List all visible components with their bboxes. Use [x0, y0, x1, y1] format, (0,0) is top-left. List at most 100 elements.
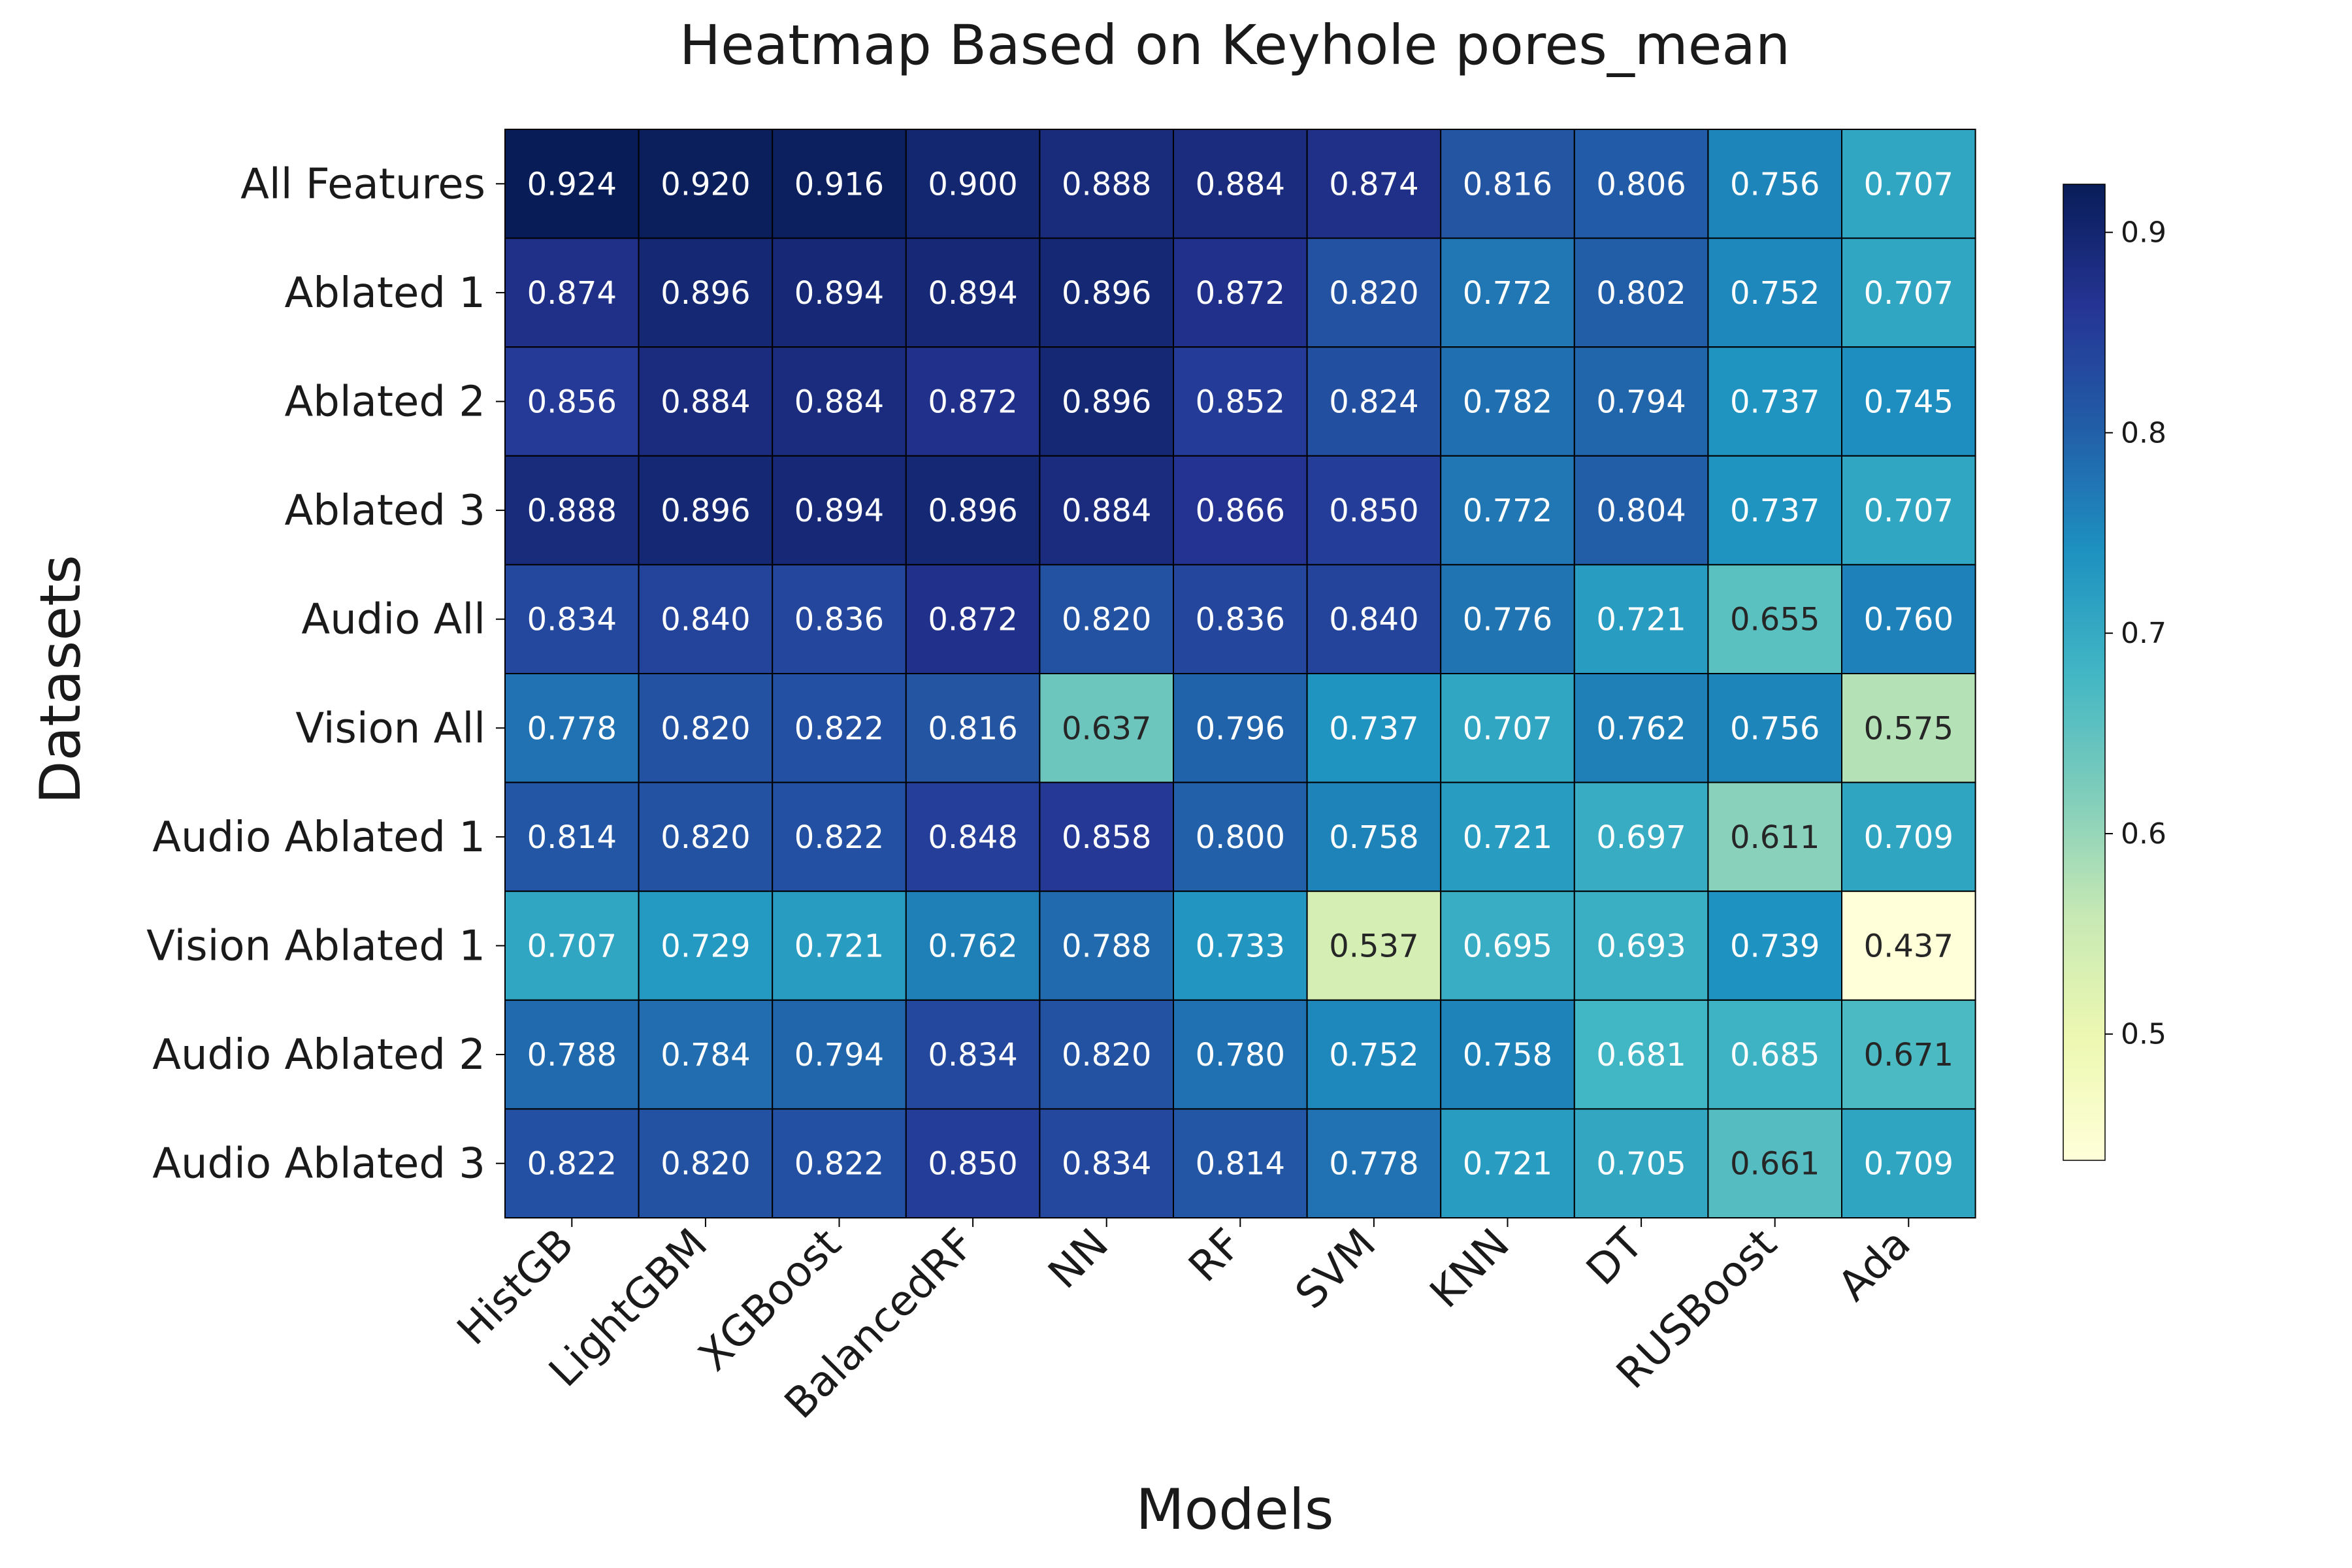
x-tick-label: KNN: [1421, 1220, 1519, 1318]
heatmap-cell: [1841, 673, 1976, 783]
heatmap-cell: [638, 129, 774, 239]
cell-value-label: 0.896: [1062, 384, 1151, 421]
cell-value-label: 0.788: [1062, 928, 1151, 965]
heatmap-cell: [1841, 999, 1976, 1110]
cell-value-label: 0.800: [1196, 819, 1285, 856]
cell-value-label: 0.733: [1196, 928, 1285, 965]
cell-value-label: 0.745: [1864, 384, 1953, 421]
cell-value-label: 0.721: [1463, 819, 1552, 856]
cell-value-label: 0.888: [527, 493, 617, 529]
cell-value-label: 0.707: [1864, 275, 1953, 312]
colorbar-tick-label: 0.7: [2121, 617, 2166, 650]
cell-value-label: 0.816: [1463, 166, 1552, 203]
cell-value-label: 0.834: [527, 602, 617, 638]
heatmap-cell: [905, 129, 1041, 239]
cell-value-label: 0.852: [1196, 384, 1285, 421]
chart-title: Heatmap Based on Keyhole pores_mean: [679, 13, 1790, 77]
cell-value-label: 0.737: [1730, 384, 1820, 421]
heatmap-cell: [1707, 564, 1842, 675]
cell-value-label: 0.794: [794, 1037, 884, 1073]
heatmap-cell: [504, 781, 640, 892]
heatmap-cell: [1573, 999, 1709, 1110]
x-tick-label: RF: [1180, 1220, 1252, 1292]
cell-value-label: 0.756: [1730, 710, 1820, 747]
heatmap-cell: [1841, 455, 1976, 566]
heatmap-cell: [1039, 129, 1175, 239]
cell-value-label: 0.872: [928, 384, 1017, 421]
heatmap-cell: [504, 890, 640, 1001]
heatmap-cell: [1707, 890, 1842, 1001]
cell-value-label: 0.776: [1463, 602, 1552, 638]
cell-value-label: 0.866: [1196, 493, 1285, 529]
heatmap-cells: 0.924 0.920 0.916 0.900 0.888 0.884 0.874 0.816…: [504, 129, 1976, 1219]
heatmap-cell: [1306, 564, 1442, 675]
heatmap-cell: [905, 673, 1041, 783]
cell-value-label: 0.836: [794, 602, 884, 638]
heatmap-cell: [1173, 455, 1308, 566]
heatmap-cell: [1573, 673, 1709, 783]
heatmap-cell: [1707, 455, 1842, 566]
heatmap-cell: [905, 999, 1041, 1110]
x-tick-label: HistGB: [448, 1220, 583, 1354]
cell-value-label: 0.896: [928, 493, 1017, 529]
heatmap-cell: [1306, 781, 1442, 892]
cell-value-label: 0.816: [928, 710, 1017, 747]
heatmap-cell: [1573, 1108, 1709, 1219]
cell-value-label: 0.794: [1596, 384, 1686, 421]
heatmap-cell: [1173, 781, 1308, 892]
cell-value-label: 0.888: [1062, 166, 1151, 203]
cell-value-label: 0.894: [928, 275, 1017, 312]
cell-value-label: 0.707: [527, 928, 617, 965]
heatmap-cell: [638, 237, 774, 348]
heatmap-cell: [1573, 890, 1709, 1001]
cell-value-label: 0.834: [928, 1037, 1017, 1073]
cell-value-label: 0.840: [1329, 602, 1418, 638]
heatmap-cell: [1039, 346, 1175, 457]
cell-value-label: 0.762: [1596, 710, 1686, 747]
cell-value-label: 0.709: [1864, 1146, 1953, 1183]
heatmap-cell: [1841, 564, 1976, 675]
heatmap-cell: [1573, 237, 1709, 348]
cell-value-label: 0.693: [1596, 928, 1686, 965]
y-tick-label: Ablated 2: [284, 378, 485, 427]
cell-value-label: 0.778: [527, 710, 617, 747]
cell-value-label: 0.729: [661, 928, 750, 965]
colorbar: 0.5 0.6 0.7 0.8 0.9: [2063, 184, 2166, 1161]
cell-value-label: 0.721: [1596, 602, 1686, 638]
x-tick-label: SVM: [1286, 1220, 1385, 1318]
heatmap-cell: [1039, 890, 1175, 1001]
cell-value-label: 0.772: [1463, 493, 1552, 529]
heatmap-cell: [504, 346, 640, 457]
cell-value-label: 0.760: [1864, 602, 1953, 638]
heatmap-cell: [1440, 999, 1575, 1110]
cell-value-label: 0.820: [1062, 1037, 1151, 1073]
colorbar-ticks: 0.5 0.6 0.7 0.8 0.9: [2105, 216, 2166, 1051]
cell-value-label: 0.824: [1329, 384, 1418, 421]
cell-value-label: 0.788: [527, 1037, 617, 1073]
heatmap-cell: [1039, 455, 1175, 566]
heatmap-cell: [905, 455, 1041, 566]
heatmap-cell: [504, 673, 640, 783]
heatmap-cell: [1306, 1108, 1442, 1219]
heatmap-cell: [1573, 346, 1709, 457]
y-tick-label: All Features: [240, 160, 485, 208]
heatmap-cell: [1573, 455, 1709, 566]
heatmap-cell: [905, 781, 1041, 892]
heatmap-cell: [1440, 129, 1575, 239]
heatmap-cell: [1707, 237, 1842, 348]
cell-value-label: 0.780: [1196, 1037, 1285, 1073]
cell-value-label: 0.437: [1864, 928, 1953, 965]
cell-value-label: 0.697: [1596, 819, 1686, 856]
heatmap-cell: [638, 455, 774, 566]
heatmap-cell: [504, 564, 640, 675]
y-tick-labels: All Features Ablated 1 Ablated 2 Ablated 3 A…: [146, 160, 505, 1188]
cell-value-label: 0.884: [1062, 493, 1151, 529]
heatmap-cell: [1841, 237, 1976, 348]
cell-value-label: 0.796: [1196, 710, 1285, 747]
heatmap-cell: [1440, 1108, 1575, 1219]
cell-value-label: 0.737: [1730, 493, 1820, 529]
cell-value-label: 0.707: [1864, 166, 1953, 203]
x-tick-label: NN: [1039, 1220, 1118, 1298]
heatmap-cell: [1707, 781, 1842, 892]
heatmap-cell: [1173, 673, 1308, 783]
